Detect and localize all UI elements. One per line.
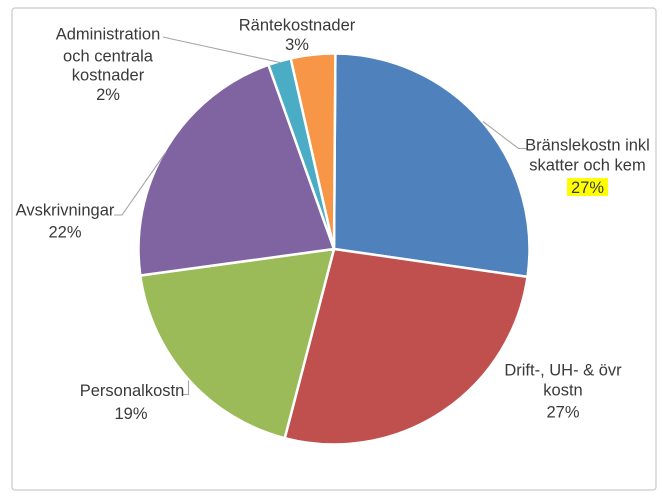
svg-text:19%: 19%	[114, 405, 147, 423]
svg-text:2%: 2%	[96, 86, 120, 104]
svg-text:skatter och kem: skatter och kem	[529, 157, 645, 175]
svg-text:kostn: kostn	[543, 382, 582, 400]
svg-text:kostnader: kostnader	[72, 67, 145, 85]
svg-text:27%: 27%	[571, 179, 604, 197]
svg-text:Bränslekostn inkl: Bränslekostn inkl	[525, 137, 650, 155]
svg-text:Administration: Administration	[56, 26, 161, 44]
svg-text:Drift-, UH- & övr: Drift-, UH- & övr	[504, 362, 622, 380]
svg-text:27%: 27%	[546, 404, 579, 422]
svg-text:22%: 22%	[48, 224, 81, 242]
svg-text:3%: 3%	[285, 36, 309, 54]
svg-text:och centrala: och centrala	[63, 48, 154, 66]
svg-text:Personalkostn: Personalkostn	[80, 382, 185, 400]
svg-text:Räntekostnader: Räntekostnader	[239, 17, 356, 35]
svg-text:Avskrivningar: Avskrivningar	[16, 202, 115, 220]
